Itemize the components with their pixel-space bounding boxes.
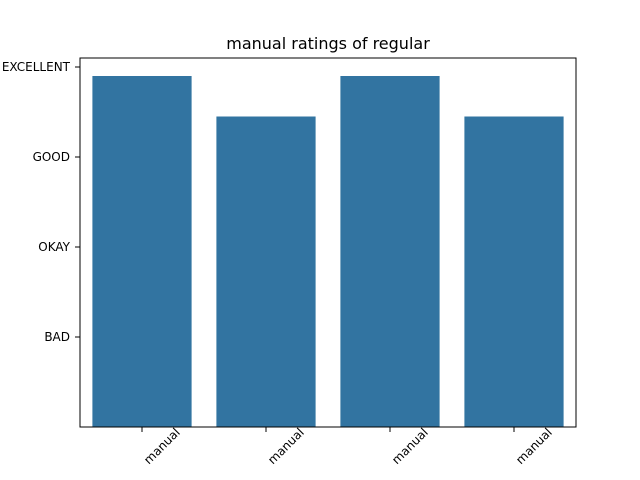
plot-frame [79, 57, 577, 428]
x-tick-label: manual [265, 425, 307, 467]
x-tick-label: manual [389, 425, 431, 467]
bar-2 [216, 116, 316, 427]
axes-layer [79, 57, 577, 428]
y-tick-label: OKAY [38, 240, 70, 254]
chart-title: manual ratings of regular [226, 34, 430, 53]
bar-4 [464, 116, 564, 427]
x-tick-label: manual [141, 425, 183, 467]
y-tick-label: EXCELLENT [2, 60, 71, 74]
bar-1 [92, 76, 192, 427]
bars-layer [92, 76, 564, 427]
bar-3 [340, 76, 440, 427]
x-tick-label: manual [513, 425, 555, 467]
y-tick-label: BAD [44, 330, 70, 344]
y-tick-label: GOOD [33, 150, 70, 164]
